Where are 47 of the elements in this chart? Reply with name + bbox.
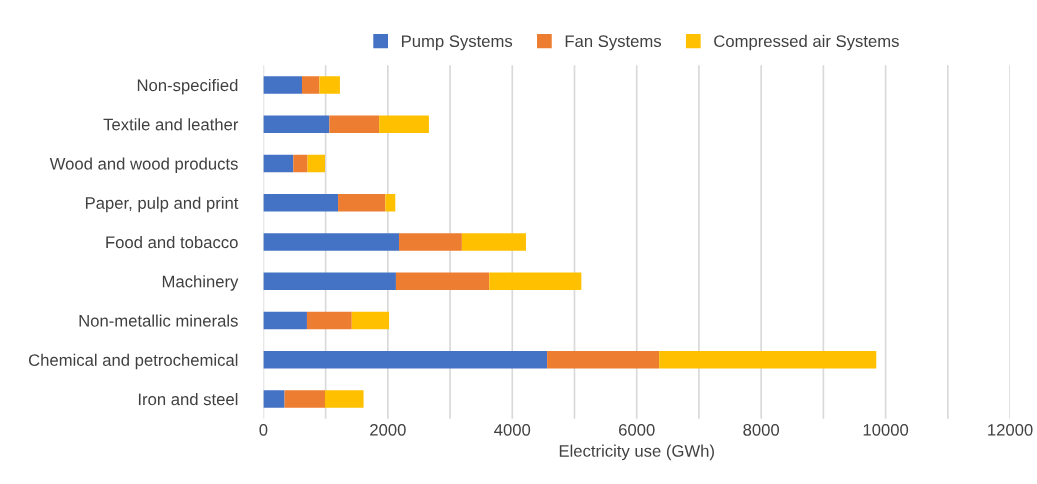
x-tick-label: 6000 [619,423,655,436]
bar [547,350,660,369]
bar [461,233,526,251]
y-tick-label: Textile and leather [103,118,239,131]
y-tick-label: Iron and steel [138,392,238,406]
x-tick-label: 2000 [370,423,406,436]
bar [385,193,396,212]
bar [263,233,400,251]
x-tick-label: 10000 [863,423,909,436]
bar [325,390,364,408]
x-tick-label: 12000 [988,423,1033,436]
y-tick-label: Wood and wood products [49,157,238,173]
bar [263,350,548,369]
legend-label: Compressed air Systems [714,34,899,51]
bar [306,311,352,330]
legend-label: Fan Systems [565,35,662,51]
bar [319,76,340,94]
bar [307,154,325,173]
bar [351,311,390,330]
bar [263,154,294,173]
bar [293,154,308,173]
x-tick-label: 0 [259,423,268,436]
bar [659,350,877,369]
y-tick-label: Chemical and petrochemical [28,353,238,370]
bar [263,311,307,330]
x-tick-label: 8000 [743,423,780,436]
y-tick-label: Paper, pulp and print [85,196,239,213]
bar [399,233,462,251]
x-tick-label: 4000 [494,423,531,436]
bar [379,115,429,134]
y-tick-label: Food and tobacco [106,235,238,249]
bar [263,272,396,291]
bar [263,115,330,134]
bar [263,76,302,94]
bar [263,193,339,212]
bar [329,115,380,134]
bar [301,76,320,94]
bar [263,390,285,408]
bar [489,272,582,291]
y-tick-label: Non-specified [137,78,238,95]
y-tick-label: Machinery [162,275,239,291]
bar [284,390,325,408]
bar [338,193,386,212]
x-axis-title: Electricity use (GWh) [559,444,714,461]
legend-label: Pump Systems [402,35,513,51]
bar [395,272,490,291]
y-tick-label: Non-metallic minerals [79,314,238,327]
